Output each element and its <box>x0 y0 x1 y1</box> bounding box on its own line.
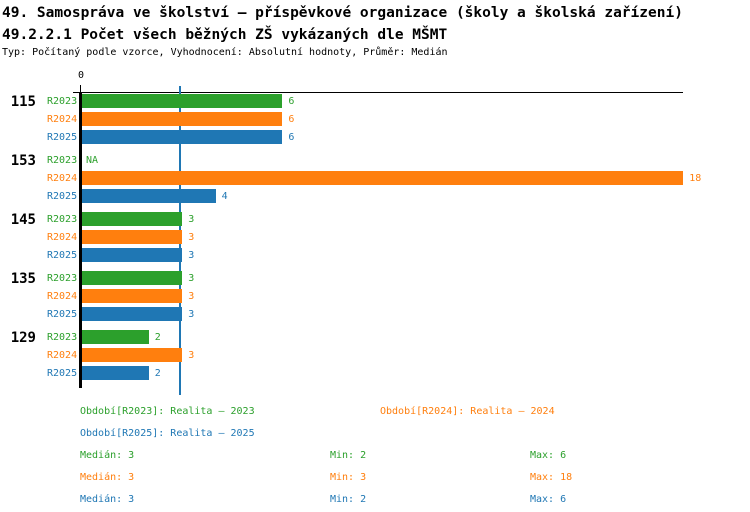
series-row-label-r2024: R2024 <box>47 114 78 125</box>
bar-r2025-145 <box>82 248 183 262</box>
bar-value-label: 3 <box>188 214 195 225</box>
bar-value-label: 3 <box>188 309 195 320</box>
stat-median-r2024: Medián: 3 <box>80 472 135 483</box>
x-axis-line <box>73 92 684 93</box>
series-row-label-r2024: R2024 <box>47 173 78 184</box>
bar-r2023-115 <box>82 94 283 108</box>
bar-value-label: 3 <box>188 232 195 243</box>
bar-value-label: 18 <box>689 173 702 184</box>
bar-value-label: 3 <box>188 273 195 284</box>
report-subtitle: 49.2.2.1 Počet všech běžných ZŠ vykázaný… <box>2 27 448 43</box>
series-row-label-r2025: R2025 <box>47 250 78 261</box>
series-row-label-r2024: R2024 <box>47 291 78 302</box>
report-title: 49. Samospráva ve školství – příspěvkové… <box>2 5 683 21</box>
bar-value-label: 3 <box>188 250 195 261</box>
bar-r2024-135 <box>82 289 183 303</box>
bar-r2024-145 <box>82 230 183 244</box>
report-meta-line: Typ: Počítaný podle vzorce, Vyhodnocení:… <box>2 47 448 58</box>
stat-max-r2024: Max: 18 <box>530 472 573 483</box>
bar-r2024-129 <box>82 348 183 362</box>
x-axis-tick-0 <box>80 85 81 92</box>
legend-item-r2023: Období[R2023]: Realita – 2023 <box>80 406 255 417</box>
series-row-label-r2023: R2023 <box>47 273 78 284</box>
group-label-135: 135 <box>10 271 36 287</box>
legend-item-r2025: Období[R2025]: Realita – 2025 <box>80 428 255 439</box>
y-axis-line <box>79 92 82 388</box>
bar-chart: 0 115 R2023 6 R2024 6 R2025 6 153 R2023 NA R2024 18 R… <box>10 70 702 395</box>
group-label-115: 115 <box>10 94 36 110</box>
bar-value-label: 2 <box>154 332 161 343</box>
series-row-label-r2024: R2024 <box>47 232 78 243</box>
series-row-label-r2025: R2025 <box>47 309 78 320</box>
bar-r2025-153 <box>82 189 216 203</box>
group-label-129: 129 <box>10 330 36 346</box>
x-axis-tick-label-0: 0 <box>77 70 85 81</box>
group-label-153: 153 <box>10 153 36 169</box>
bar-value-label: 4 <box>221 191 228 202</box>
bar-r2025-129 <box>82 366 149 380</box>
bar-r2023-129 <box>82 330 149 344</box>
stat-median-r2023: Medián: 3 <box>80 450 135 461</box>
stat-min-r2023: Min: 2 <box>330 450 367 461</box>
stat-max-r2023: Max: 6 <box>530 450 567 461</box>
stat-max-r2025: Max: 6 <box>530 494 567 505</box>
group-label-145: 145 <box>10 212 36 228</box>
stat-median-r2025: Medián: 3 <box>80 494 135 505</box>
bar-r2025-135 <box>82 307 183 321</box>
series-row-label-r2025: R2025 <box>47 191 78 202</box>
bar-r2025-115 <box>82 130 283 144</box>
bar-r2023-145 <box>82 212 183 226</box>
series-row-label-r2024: R2024 <box>47 350 78 361</box>
bar-r2024-115 <box>82 112 283 126</box>
legend-item-r2024: Období[R2024]: Realita – 2024 <box>380 406 555 417</box>
bar-r2023-135 <box>82 271 183 285</box>
series-row-label-r2023: R2023 <box>47 214 78 225</box>
bar-value-label: 6 <box>288 96 295 107</box>
bar-value-label: 3 <box>188 350 195 361</box>
series-row-label-r2023: R2023 <box>47 155 78 166</box>
stat-min-r2024: Min: 3 <box>330 472 367 483</box>
series-row-label-r2025: R2025 <box>47 368 78 379</box>
series-row-label-r2023: R2023 <box>47 96 78 107</box>
series-row-label-r2023: R2023 <box>47 332 78 343</box>
bar-value-label: 6 <box>288 114 295 125</box>
bar-value-label: 2 <box>154 368 161 379</box>
bar-value-label: 3 <box>188 291 195 302</box>
na-label: NA <box>86 155 99 166</box>
bar-r2024-153 <box>82 171 684 185</box>
bar-value-label: 6 <box>288 132 295 143</box>
series-row-label-r2025: R2025 <box>47 132 78 143</box>
stat-min-r2025: Min: 2 <box>330 494 367 505</box>
